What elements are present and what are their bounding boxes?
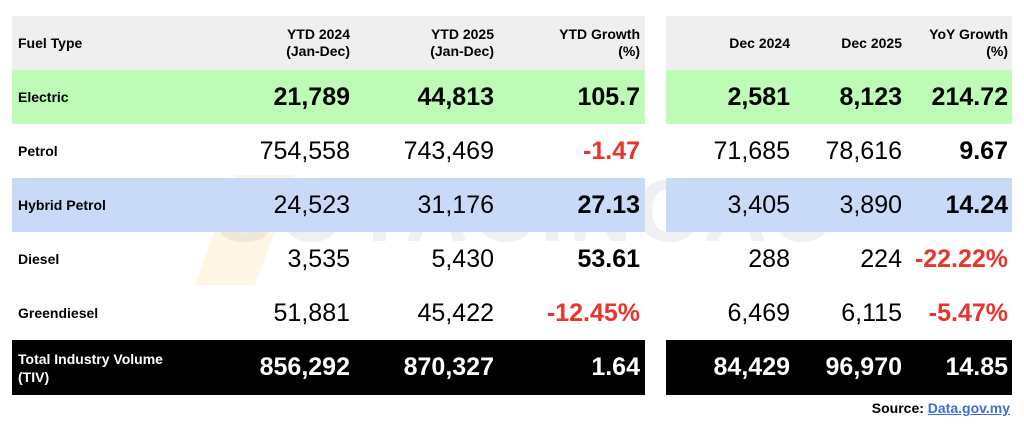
yoy-growth-value: 14.24 bbox=[945, 190, 1008, 219]
table-row: Diesel 3,535 5,430 53.61 bbox=[12, 232, 645, 286]
table-row: Hybrid Petrol 24,523 31,176 27.13 bbox=[12, 178, 645, 232]
dec-2025-value: 6,115 bbox=[841, 298, 902, 327]
fuel-type-label: Greendiesel bbox=[18, 305, 99, 321]
yoy-growth-value: -5.47% bbox=[928, 298, 1008, 327]
header-cell: YTD 2024 (Jan-Dec) bbox=[286, 26, 350, 59]
ytd-2024-value: 51,881 bbox=[273, 298, 350, 327]
dec-2025-value: 224 bbox=[860, 244, 902, 273]
ytd-2025-value: 5,430 bbox=[431, 244, 494, 273]
ytd-growth-value: 105.7 bbox=[577, 82, 640, 111]
dec-2025-value: 8,123 bbox=[839, 82, 902, 111]
table-row: Electric 21,789 44,813 105.7 bbox=[12, 70, 645, 124]
table-row: 71,685 78,616 9.67 bbox=[666, 124, 1012, 178]
ytd-2025-value: 870,327 bbox=[403, 353, 494, 381]
header-cell: Dec 2025 bbox=[841, 34, 902, 51]
table-row: Total Industry Volume (TIV) 856,292 870,32… bbox=[12, 340, 645, 395]
table-row: 3,405 3,890 14.24 bbox=[666, 178, 1012, 232]
ytd-growth-value: 1.64 bbox=[591, 353, 640, 381]
fuel-type-label: Petrol bbox=[18, 143, 58, 159]
table-row: 84,429 96,970 14.85 bbox=[666, 340, 1012, 395]
table-row: Greendiesel 51,881 45,422 -12.45% bbox=[12, 286, 645, 340]
ytd-2024-value: 856,292 bbox=[259, 353, 350, 381]
ytd-growth-value: -12.45% bbox=[546, 298, 640, 327]
yoy-growth-value: 14.85 bbox=[945, 353, 1008, 381]
header-cell: Dec 2024 bbox=[729, 34, 790, 51]
ytd-2025-value: 743,469 bbox=[403, 136, 494, 165]
dec-2024-value: 3,405 bbox=[727, 190, 790, 219]
header-fuel-type: Fuel Type bbox=[18, 35, 83, 51]
ytd-2024-value: 21,789 bbox=[273, 82, 350, 111]
ytd-growth-value: 27.13 bbox=[577, 190, 640, 219]
table-row: 6,469 6,115 -5.47% bbox=[666, 286, 1012, 340]
ytd-2024-value: 24,523 bbox=[273, 190, 350, 219]
header-cell: YoY Growth (%) bbox=[929, 26, 1008, 59]
source-label: Source: bbox=[871, 400, 924, 416]
ytd-2025-value: 44,813 bbox=[417, 82, 494, 111]
december-table: Dec 2024 Dec 2025 YoY Growth (%) 2,581 8,123… bbox=[666, 16, 1012, 395]
source-link[interactable]: Data.gov.my bbox=[927, 400, 1010, 416]
source-note: Source: Data.gov.my bbox=[872, 400, 1010, 416]
ytd-2025-value: 45,422 bbox=[417, 298, 494, 327]
yoy-growth-value: 214.72 bbox=[931, 82, 1008, 111]
yoy-growth-value: 9.67 bbox=[959, 136, 1008, 165]
fuel-type-label: Total Industry Volume (TIV) bbox=[18, 350, 163, 385]
dec-2025-value: 78,616 bbox=[825, 136, 902, 165]
fuel-type-label: Diesel bbox=[18, 251, 60, 267]
fuel-type-label: Electric bbox=[18, 89, 69, 105]
dec-2024-value: 84,429 bbox=[713, 353, 790, 381]
header-cell: YTD 2025 (Jan-Dec) bbox=[430, 26, 494, 59]
dec-2024-value: 71,685 bbox=[713, 136, 790, 165]
ytd-2025-value: 31,176 bbox=[417, 190, 494, 219]
ytd-growth-value: -1.47 bbox=[583, 136, 640, 165]
dec-2024-value: 6,469 bbox=[727, 298, 790, 327]
table-row: Petrol 754,558 743,469 -1.47 bbox=[12, 124, 645, 178]
header-cell: YTD Growth (%) bbox=[559, 26, 640, 59]
table-row: 2,581 8,123 214.72 bbox=[666, 70, 1012, 124]
fuel-type-label: Hybrid Petrol bbox=[18, 197, 106, 213]
ytd-table: Fuel Type YTD 2024 (Jan-Dec) YTD 2025 (Jan… bbox=[12, 16, 645, 395]
dec-2025-value: 3,890 bbox=[839, 190, 902, 219]
yoy-growth-value: -22.22% bbox=[914, 244, 1008, 273]
dec-header-row: Dec 2024 Dec 2025 YoY Growth (%) bbox=[666, 16, 1012, 70]
dec-2024-value: 2,581 bbox=[727, 82, 790, 111]
table-row: 288 224 -22.22% bbox=[666, 232, 1012, 286]
dec-2024-value: 288 bbox=[748, 244, 790, 273]
dec-2025-value: 96,970 bbox=[825, 353, 902, 381]
ytd-header-row: Fuel Type YTD 2024 (Jan-Dec) YTD 2025 (Jan… bbox=[12, 16, 645, 70]
ytd-growth-value: 53.61 bbox=[577, 244, 640, 273]
ytd-2024-value: 754,558 bbox=[259, 136, 350, 165]
ytd-2024-value: 3,535 bbox=[287, 244, 350, 273]
